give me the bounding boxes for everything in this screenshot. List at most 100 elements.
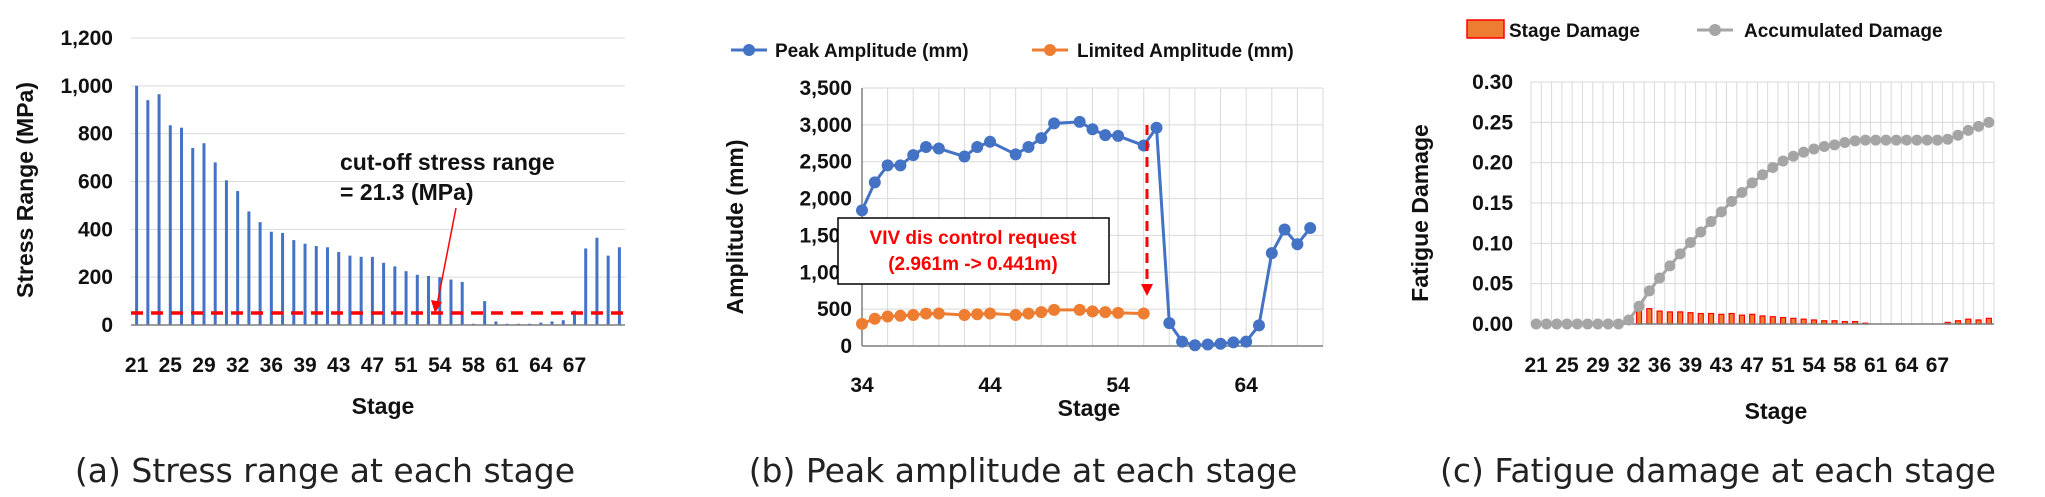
- a-bar: [550, 321, 554, 325]
- a-x-tick-label: 43: [327, 354, 350, 377]
- c-stage-damage-bar: [1646, 308, 1653, 325]
- a-bar: [269, 231, 273, 325]
- c-accumulated-point: [1942, 133, 1954, 145]
- c-stage-damage-bar: [1718, 313, 1725, 325]
- c-stage-damage-bar: [1779, 316, 1787, 325]
- c-accumulated-point: [1880, 134, 1892, 146]
- a-bar: [404, 271, 408, 325]
- c-x-tick-label: 47: [1741, 354, 1764, 377]
- b-limited-point: [920, 307, 933, 320]
- b-peak-point: [1252, 319, 1265, 332]
- a-y-tick-label: 1,000: [60, 75, 113, 98]
- c-accumulated-point: [1973, 120, 1985, 132]
- b-limited-point: [1073, 303, 1086, 316]
- c-accumulated-point: [1571, 318, 1583, 330]
- b-peak-point: [971, 140, 984, 153]
- b-legend: Peak Amplitude (mm) Limited Amplitude (m…: [731, 41, 1294, 62]
- b-series-lines: [856, 115, 1317, 352]
- c-accumulated-point: [1623, 314, 1635, 326]
- c-accumulated-point: [1911, 134, 1923, 146]
- b-limited-point: [958, 309, 971, 322]
- a-x-tick-label: 29: [192, 354, 215, 377]
- a-x-tick-label: 39: [293, 354, 316, 377]
- b-limited-point: [932, 307, 945, 320]
- b-peak-point: [1201, 338, 1214, 351]
- c-accumulated-point: [1787, 150, 1799, 162]
- c-accumulated-point: [1870, 134, 1882, 146]
- c-x-tick-label: 51: [1771, 354, 1795, 377]
- a-y-tick-label: 0: [101, 314, 113, 337]
- c-accumulated-point: [1592, 318, 1604, 330]
- c-stage-damage-bar: [1759, 315, 1766, 325]
- c-y-tick-label: 0.20: [1472, 152, 1513, 175]
- c-legend-stage-label: Stage Damage: [1509, 21, 1640, 42]
- c-accumulated-point: [1757, 169, 1768, 181]
- b-peak-point: [1240, 335, 1253, 348]
- b-limited-point: [971, 308, 984, 321]
- panel-c-fatigue-damage: Stage Damage Accumulated Damage 0.00 0.05…: [1407, 19, 1996, 490]
- a-y-tick-label: 1,200: [60, 27, 113, 50]
- b-legend-limited-label: Limited Amplitude (mm): [1077, 41, 1294, 62]
- a-x-tick-label: 54: [428, 354, 452, 377]
- c-accumulated-point: [1746, 177, 1758, 189]
- c-x-tick-label: 32: [1617, 354, 1640, 377]
- c-caption: (c) Fatigue damage at each stage: [1440, 451, 1996, 490]
- b-peak-point: [1227, 336, 1240, 349]
- b-x-tick-label: 34: [850, 374, 874, 397]
- c-accumulated-point: [1705, 216, 1717, 228]
- b-peak-point: [894, 159, 907, 172]
- c-stage-damage-bar: [1635, 309, 1643, 325]
- c-stage-damage-bar: [1769, 316, 1776, 325]
- a-bar: [213, 162, 217, 325]
- c-accumulated-point: [1674, 248, 1686, 260]
- c-accumulated-point: [1829, 139, 1841, 151]
- a-bar: [157, 94, 161, 326]
- b-peak-point: [1086, 123, 1099, 136]
- a-bar: [146, 100, 150, 325]
- b-limited-point: [1086, 305, 1099, 318]
- b-y-tick-label: 2,500: [799, 151, 852, 174]
- b-peak-point: [958, 150, 971, 163]
- a-bar: [359, 256, 363, 325]
- c-stage-damage-bar: [1738, 314, 1746, 325]
- b-x-tick-label: 44: [978, 374, 1002, 397]
- a-bar: [617, 247, 621, 325]
- b-limited-point: [1099, 306, 1112, 319]
- c-accumulated-point: [1684, 237, 1696, 249]
- b-viv-arrowhead: [1141, 284, 1153, 296]
- a-x-tick-label: 58: [462, 354, 486, 377]
- panel-a-stress-range: 0 200 400 600 800 1,000 1,200 21 25 29 32 36 39 43 47…: [12, 27, 625, 490]
- c-accumulated-point: [1931, 134, 1943, 146]
- a-x-tick-label: 25: [159, 354, 183, 377]
- a-bar: [292, 240, 296, 325]
- c-accumulated-point: [1633, 300, 1645, 312]
- c-accumulated-point: [1962, 124, 1974, 136]
- c-y-tick-labels: 0.00 0.05 0.10 0.15 0.20 0.25 0.30: [1472, 71, 1513, 336]
- b-legend-peak-marker: [743, 44, 755, 56]
- c-accumulated-point: [1654, 272, 1666, 284]
- c-stage-damage-bars: [1635, 308, 1992, 325]
- b-limited-point: [881, 310, 894, 323]
- c-accumulated-point: [1798, 146, 1810, 158]
- c-x-tick-label: 25: [1555, 354, 1579, 377]
- c-accumulated-point: [1849, 135, 1861, 147]
- a-bar: [370, 256, 374, 325]
- c-legend-stage-swatch: [1466, 19, 1505, 39]
- c-accumulated-point: [1818, 141, 1830, 153]
- c-stage-damage-bar: [1749, 313, 1756, 325]
- b-peak-point: [920, 140, 933, 153]
- c-y-axis-label: Fatigue Damage: [1407, 124, 1433, 302]
- a-bar: [595, 237, 599, 325]
- b-peak-point: [1035, 132, 1048, 145]
- a-bar: [281, 232, 285, 325]
- a-x-tick-label: 61: [495, 354, 519, 377]
- a-gridlines: [131, 37, 625, 326]
- a-x-tick-label: 21: [125, 354, 149, 377]
- b-peak-point: [1048, 117, 1061, 130]
- b-peak-point: [1022, 140, 1035, 153]
- c-accumulated-point: [1540, 318, 1552, 330]
- c-stage-damage-bar: [1790, 317, 1797, 325]
- c-x-tick-label: 61: [1864, 354, 1888, 377]
